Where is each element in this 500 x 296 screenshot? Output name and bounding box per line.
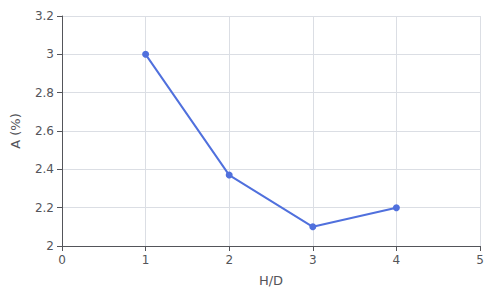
svg-text:3: 3 (46, 47, 54, 61)
svg-text:1: 1 (142, 253, 150, 267)
svg-text:2.4: 2.4 (35, 162, 54, 176)
svg-text:H/D: H/D (259, 273, 283, 288)
svg-text:5: 5 (476, 253, 484, 267)
svg-text:2.8: 2.8 (35, 86, 54, 100)
svg-text:0: 0 (58, 253, 66, 267)
svg-text:A (%): A (%) (8, 113, 23, 149)
svg-text:3.2: 3.2 (35, 9, 54, 23)
svg-text:4: 4 (393, 253, 401, 267)
svg-text:2: 2 (225, 253, 233, 267)
svg-text:3: 3 (309, 253, 317, 267)
svg-text:2.2: 2.2 (35, 201, 54, 215)
svg-text:2: 2 (46, 239, 54, 253)
svg-text:2.6: 2.6 (35, 124, 54, 138)
